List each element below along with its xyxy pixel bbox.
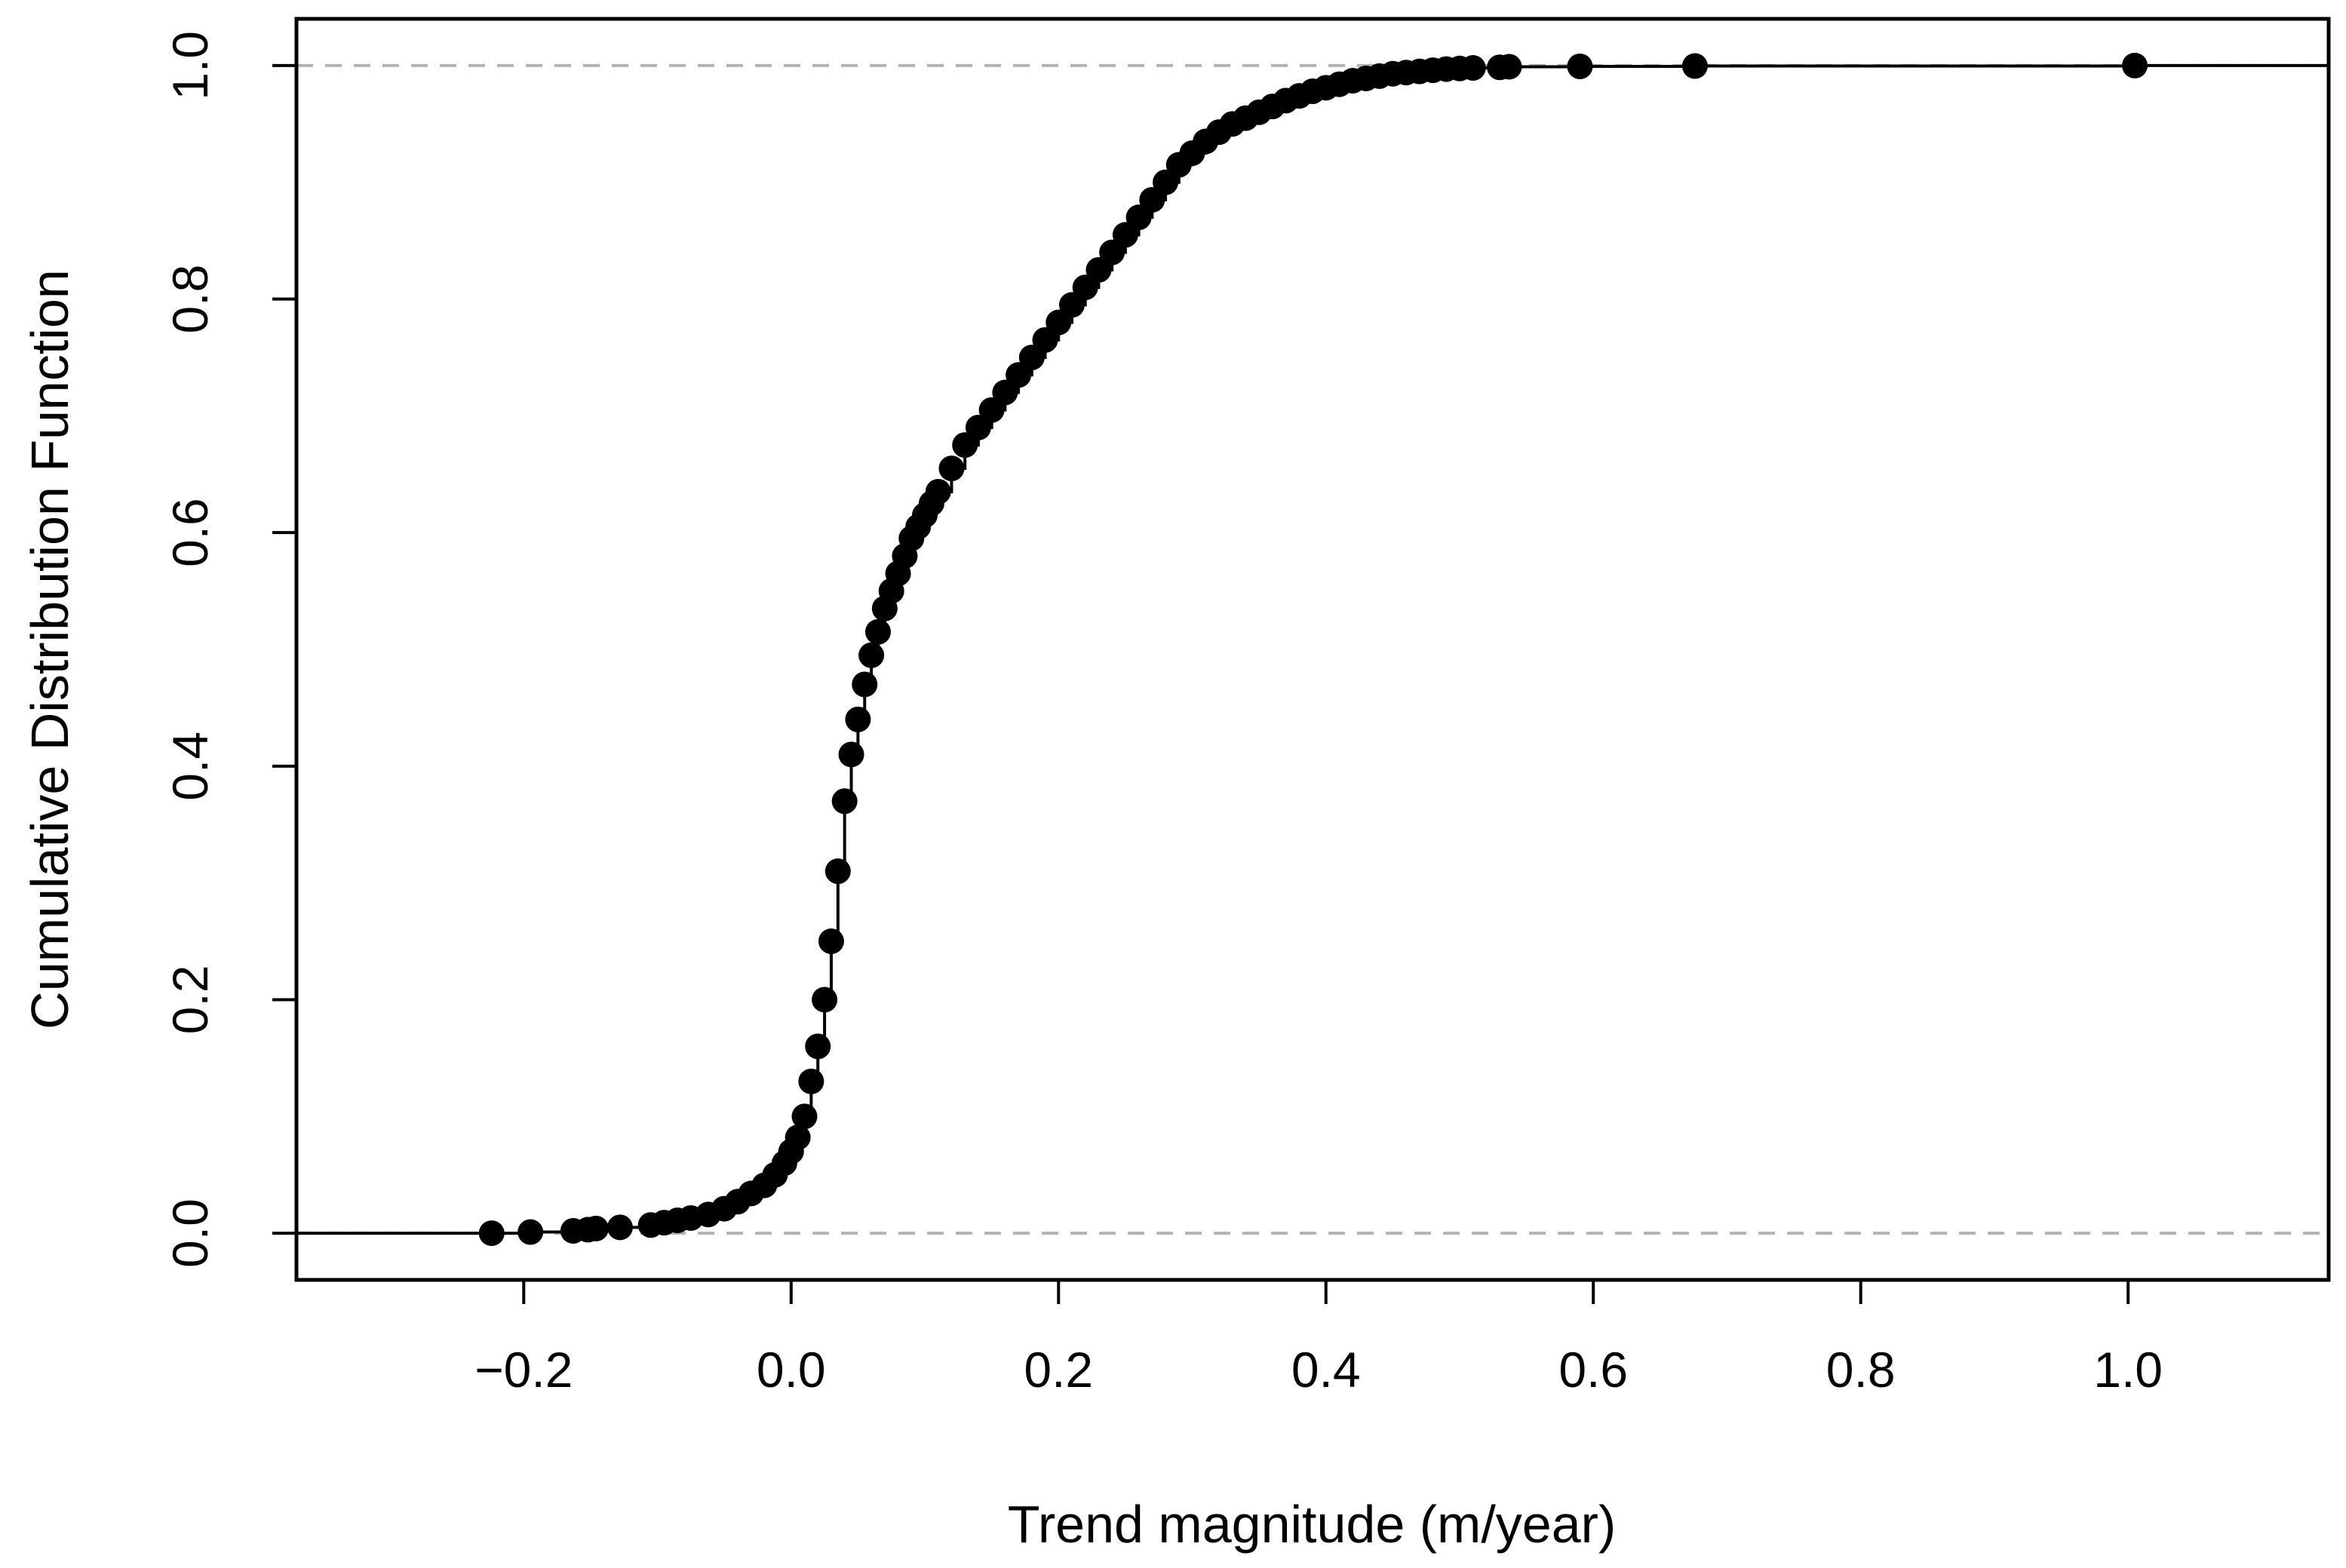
data-point <box>992 379 1018 406</box>
data-point <box>1032 327 1058 353</box>
data-point <box>938 456 965 482</box>
reference-lines <box>296 63 2329 1235</box>
ecdf-step-path <box>296 63 2329 1235</box>
data-point <box>1681 53 1708 79</box>
x-tick-label: −0.2 <box>474 1342 573 1398</box>
data-point <box>852 671 878 698</box>
data-point <box>1099 239 1125 265</box>
data-point <box>978 397 1005 423</box>
step-line <box>296 63 2329 1235</box>
data-point <box>478 1220 505 1247</box>
x-tick-label: 0.8 <box>1826 1342 1896 1398</box>
x-axis-title: Trend magnitude (m/year) <box>1008 1495 1617 1554</box>
y-axis-title: Cumulative Distribution Function <box>20 269 79 1029</box>
y-tick-label: 1.0 <box>162 31 218 100</box>
y-tick-label: 0.6 <box>162 498 218 567</box>
data-point <box>1058 292 1085 318</box>
data-point <box>818 928 844 955</box>
y-axis: 0.0 0.2 0.4 0.6 0.8 1.0 <box>162 31 296 1268</box>
data-point <box>517 1219 544 1245</box>
data-points <box>478 52 2148 1247</box>
data-point <box>1460 55 1486 81</box>
data-point <box>1496 54 1522 80</box>
data-point <box>1072 275 1098 301</box>
data-point <box>952 432 978 459</box>
data-point <box>1139 186 1165 213</box>
data-point <box>606 1214 633 1241</box>
x-tick-label: 0.4 <box>1291 1342 1361 1398</box>
data-point <box>1006 362 1032 388</box>
data-point <box>1018 344 1045 370</box>
data-point <box>831 788 858 815</box>
data-point <box>785 1125 811 1151</box>
data-point <box>791 1103 818 1130</box>
y-tick-label: 0.8 <box>162 265 218 334</box>
x-tick-label: 1.0 <box>2093 1342 2163 1398</box>
x-tick-label: 0.0 <box>757 1342 826 1398</box>
data-point <box>1085 256 1112 283</box>
data-point <box>812 987 838 1013</box>
data-point <box>845 706 871 732</box>
data-point <box>864 618 891 645</box>
data-point <box>1125 204 1152 231</box>
data-point <box>838 741 864 768</box>
plot-frame <box>294 17 2331 1282</box>
y-tick-label: 0.4 <box>162 732 218 801</box>
data-point <box>925 479 951 505</box>
data-point <box>798 1068 824 1094</box>
data-point <box>2122 52 2148 78</box>
x-tick-label: 0.6 <box>1558 1342 1628 1398</box>
data-point <box>805 1033 831 1060</box>
data-point <box>1153 169 1179 195</box>
x-tick-label: 0.2 <box>1024 1342 1093 1398</box>
data-point <box>1112 222 1138 248</box>
data-point <box>824 858 851 885</box>
data-point <box>1046 309 1072 336</box>
y-tick-label: 0.0 <box>162 1198 218 1268</box>
x-axis: −0.2 0.0 0.2 0.4 0.6 0.8 1.0 <box>474 1280 2163 1398</box>
data-point <box>583 1215 610 1241</box>
data-point <box>858 642 885 668</box>
y-tick-label: 0.2 <box>162 965 218 1035</box>
data-point <box>1567 54 1593 80</box>
data-point <box>965 414 991 440</box>
